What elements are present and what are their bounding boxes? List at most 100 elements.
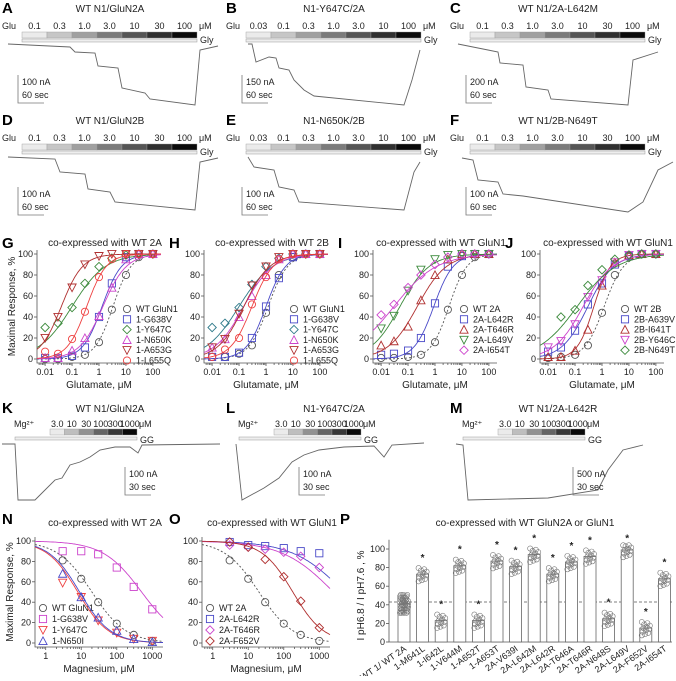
concentration-label: 0.1 (277, 133, 290, 143)
data-point-circle (566, 559, 572, 565)
data-point-diamond (260, 554, 271, 565)
panel-label: N (2, 511, 13, 528)
data-point-diamond (40, 322, 50, 333)
panel-label: P (340, 511, 350, 528)
concentration-label: 0.03 (250, 133, 268, 143)
fit-curve-1-N650I (34, 545, 163, 643)
x-tick-label: 0.1 (233, 367, 246, 377)
concentration-label: 0.1 (277, 21, 290, 31)
y-tick-label: 40 (190, 312, 200, 322)
data-point-circle (457, 270, 466, 280)
bar (509, 566, 523, 643)
trace-panel-B: B N1-Y647C/2A Glu 0.03 0.1 0.3 1.0 3.0 10 100 μM Gl… (226, 0, 438, 106)
data-point-circle (454, 562, 461, 569)
concentration-bar-segment (49, 428, 65, 436)
concentration-label: 0.3 (302, 21, 315, 31)
concentration-bar-segment (469, 143, 496, 151)
x-tick-label: 0.01 (539, 367, 557, 377)
concentration-label: 3.0 (103, 21, 116, 31)
data-point-square (235, 348, 244, 357)
coagonist-bar (238, 436, 362, 441)
data-point-circle (603, 615, 610, 622)
x-tick-label: 100 (312, 367, 327, 377)
data-point-diamond (570, 304, 580, 315)
concentration-label: 3.0 (352, 133, 365, 143)
data-point-circle (397, 605, 404, 612)
coagonist-bar (21, 38, 198, 43)
coagonist-label: Gly (424, 147, 438, 157)
concentration-label: 0.1 (476, 21, 489, 31)
data-point-circle (94, 338, 104, 347)
y-tick-label: 40 (526, 312, 536, 322)
data-point-square (94, 550, 103, 559)
x-tick-label: 0.01 (203, 367, 221, 377)
data-point-square (597, 279, 607, 288)
legend-marker (289, 346, 299, 356)
data-point-triangle (67, 345, 77, 355)
concentration-label: 30 (154, 133, 164, 143)
data-point-circle (288, 249, 297, 259)
data-point-circle (625, 542, 632, 549)
concentration-label: 30 (529, 419, 539, 429)
panel-title: WT N1/GluN2B (76, 116, 145, 127)
data-point-diamond (443, 252, 453, 262)
data-point-square (279, 544, 288, 553)
x-tick-label: 1 (210, 651, 215, 661)
scale-bar (298, 467, 325, 496)
data-point-triangle (53, 352, 63, 362)
legend-marker (38, 625, 48, 636)
data-point-circle (597, 308, 607, 317)
concentration-label: 10 (67, 419, 77, 429)
data-point-triangle (570, 345, 580, 355)
x-tick-label: 1 (43, 651, 48, 661)
legend-label: 1-Y647C (52, 625, 88, 635)
legend-marker (122, 356, 132, 365)
data-point-circle (657, 583, 664, 589)
coagonist-label: GG (364, 435, 378, 445)
data-point-triangle (597, 280, 607, 290)
data-point-circle (401, 593, 407, 600)
legend-label: 1-G638V (52, 614, 88, 624)
data-point-diamond (207, 322, 217, 333)
concentration-bar-segment (370, 31, 397, 39)
concentration-label: 100 (317, 419, 332, 429)
data-point-square (94, 312, 104, 322)
concentration-label: 3.0 (51, 419, 64, 429)
concentration-label: 10 (515, 419, 525, 429)
scale-bar (241, 75, 268, 104)
data-point-diamond (295, 596, 306, 607)
data-point-circle (610, 270, 619, 280)
data-point-circle (129, 630, 138, 639)
concentration-bar-segment (122, 428, 138, 436)
concentration-label: 3.0 (352, 21, 365, 31)
legend-marker (205, 603, 215, 613)
y-tick-label: 60 (190, 291, 200, 301)
concentration-bar-segment (512, 428, 528, 436)
x-tick-label: 1 (432, 367, 437, 377)
concentration-bar-segment (594, 31, 621, 39)
concentration-label: 100 (93, 419, 108, 429)
data-point-circle (261, 273, 271, 282)
y-tick-label: 20 (21, 618, 31, 628)
data-point-circle (473, 617, 479, 624)
x-tick-label: 10 (624, 367, 634, 377)
data-point-diamond (636, 249, 647, 259)
legend-label: 1-L655Q (136, 356, 171, 366)
concentration-label: 1.0 (78, 133, 91, 143)
data-point-square (389, 349, 399, 358)
scale-bar (465, 75, 492, 104)
x-axis-label: Magnesium, μM (230, 664, 301, 675)
concentration-bar-segment (121, 31, 148, 39)
data-point-circle (545, 578, 552, 585)
panel-label: J (505, 235, 513, 252)
legend-marker (122, 346, 132, 356)
significance-mark: * (439, 600, 443, 611)
data-point-circle (397, 609, 403, 616)
concentration-bar-segment (370, 143, 397, 151)
panel-title: WT N1/GluN2A (76, 4, 145, 15)
legend-marker (289, 315, 299, 324)
data-point-circle (565, 562, 572, 569)
data-point-triangle-down (53, 312, 63, 323)
y-tick-label: 0 (26, 638, 31, 648)
